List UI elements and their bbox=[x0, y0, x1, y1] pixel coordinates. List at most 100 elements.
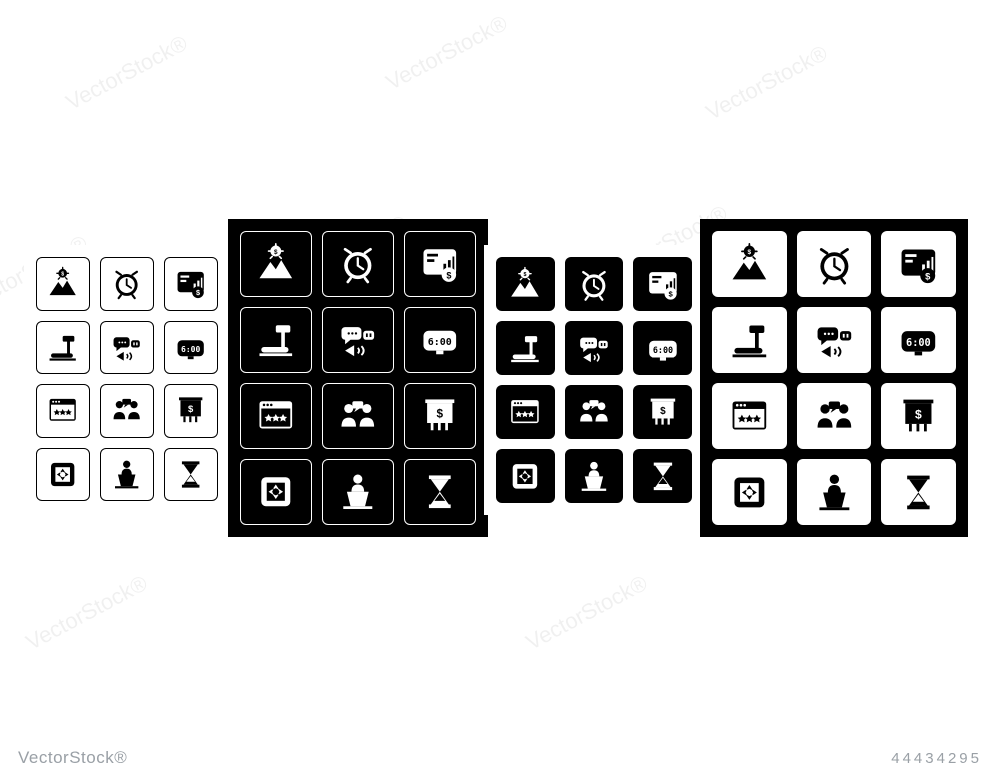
hourglass-icon bbox=[643, 458, 683, 495]
projector-dollar-icon bbox=[893, 394, 944, 439]
tile-projector-dollar-icon bbox=[164, 384, 218, 438]
icon-sheet: VectorStock® VectorStock® VectorStock® V… bbox=[0, 0, 1000, 697]
hourglass-icon bbox=[173, 457, 208, 492]
speaker-podium-icon bbox=[574, 458, 614, 495]
tile-conversation-signal-icon bbox=[797, 307, 872, 373]
projector-dollar-icon bbox=[643, 394, 683, 431]
tile-treadmill-icon bbox=[36, 321, 90, 375]
alarm-clock-icon bbox=[109, 266, 144, 301]
tile-alarm-clock-icon bbox=[100, 257, 154, 311]
mountain-dollar-icon bbox=[45, 266, 80, 301]
treadmill-icon bbox=[45, 330, 80, 365]
tile-browser-stars-icon bbox=[712, 383, 787, 449]
tile-hourglass-icon bbox=[633, 449, 692, 503]
speaker-podium-icon bbox=[809, 470, 860, 515]
people-chat-icon bbox=[334, 394, 382, 438]
tile-alarm-clock-icon bbox=[797, 231, 872, 297]
conversation-signal-icon bbox=[334, 318, 382, 362]
tile-conversation-signal-icon bbox=[322, 307, 394, 373]
tile-mountain-dollar-icon bbox=[712, 231, 787, 297]
tile-digital-clock-icon bbox=[881, 307, 956, 373]
conversation-signal-icon bbox=[109, 330, 144, 365]
tile-no-distractions-icon bbox=[712, 459, 787, 525]
conversation-signal-icon bbox=[809, 318, 860, 363]
hourglass-icon bbox=[416, 470, 464, 514]
speaker-podium-icon bbox=[109, 457, 144, 492]
tile-projector-dollar-icon bbox=[633, 385, 692, 439]
digital-clock-icon bbox=[416, 318, 464, 362]
tile-alarm-clock-icon bbox=[322, 231, 394, 297]
tile-treadmill-icon bbox=[712, 307, 787, 373]
dashboard-dollar-icon bbox=[416, 242, 464, 286]
people-chat-icon bbox=[109, 393, 144, 428]
tile-mountain-dollar-icon bbox=[496, 257, 555, 311]
projector-dollar-icon bbox=[416, 394, 464, 438]
hourglass-icon bbox=[893, 470, 944, 515]
panel-dark-outline bbox=[228, 219, 488, 537]
tile-browser-stars-icon bbox=[240, 383, 312, 449]
tile-dashboard-dollar-icon bbox=[404, 231, 476, 297]
browser-stars-icon bbox=[724, 394, 775, 439]
treadmill-icon bbox=[724, 318, 775, 363]
treadmill-icon bbox=[505, 330, 545, 367]
browser-stars-icon bbox=[45, 393, 80, 428]
tile-people-chat-icon bbox=[797, 383, 872, 449]
tile-dashboard-dollar-icon bbox=[164, 257, 218, 311]
mountain-dollar-icon bbox=[505, 266, 545, 303]
alarm-clock-icon bbox=[809, 242, 860, 287]
tile-people-chat-icon bbox=[322, 383, 394, 449]
tile-projector-dollar-icon bbox=[404, 383, 476, 449]
tile-projector-dollar-icon bbox=[881, 383, 956, 449]
tile-dashboard-dollar-icon bbox=[633, 257, 692, 311]
tile-browser-stars-icon bbox=[36, 384, 90, 438]
tile-dashboard-dollar-icon bbox=[881, 231, 956, 297]
speaker-podium-icon bbox=[334, 470, 382, 514]
panel-solid-dark bbox=[484, 245, 704, 515]
tile-digital-clock-icon bbox=[164, 321, 218, 375]
panels-row bbox=[24, 245, 968, 537]
digital-clock-icon bbox=[173, 330, 208, 365]
tile-speaker-podium-icon bbox=[797, 459, 872, 525]
tile-no-distractions-icon bbox=[496, 449, 555, 503]
no-distractions-icon bbox=[724, 470, 775, 515]
people-chat-icon bbox=[574, 394, 614, 431]
no-distractions-icon bbox=[45, 457, 80, 492]
tile-speaker-podium-icon bbox=[565, 449, 624, 503]
tile-hourglass-icon bbox=[164, 448, 218, 502]
mountain-dollar-icon bbox=[252, 242, 300, 286]
tile-alarm-clock-icon bbox=[565, 257, 624, 311]
conversation-signal-icon bbox=[574, 330, 614, 367]
projector-dollar-icon bbox=[173, 393, 208, 428]
tile-hourglass-icon bbox=[881, 459, 956, 525]
tile-conversation-signal-icon bbox=[100, 321, 154, 375]
tile-no-distractions-icon bbox=[240, 459, 312, 525]
tile-hourglass-icon bbox=[404, 459, 476, 525]
alarm-clock-icon bbox=[574, 266, 614, 303]
digital-clock-icon bbox=[643, 330, 683, 367]
treadmill-icon bbox=[252, 318, 300, 362]
tile-no-distractions-icon bbox=[36, 448, 90, 502]
dashboard-dollar-icon bbox=[173, 266, 208, 301]
tile-mountain-dollar-icon bbox=[240, 231, 312, 297]
watermark-brand: VectorStock® bbox=[18, 748, 127, 768]
no-distractions-icon bbox=[252, 470, 300, 514]
no-distractions-icon bbox=[505, 458, 545, 495]
tile-browser-stars-icon bbox=[496, 385, 555, 439]
watermark-id: 44434295 bbox=[891, 750, 982, 767]
tile-speaker-podium-icon bbox=[322, 459, 394, 525]
panel-solid-light bbox=[700, 219, 968, 537]
panel-outline bbox=[24, 245, 230, 513]
watermark-footer: VectorStock® 44434295 bbox=[0, 748, 1000, 768]
dashboard-dollar-icon bbox=[643, 266, 683, 303]
tile-treadmill-icon bbox=[496, 321, 555, 375]
tile-people-chat-icon bbox=[100, 384, 154, 438]
browser-stars-icon bbox=[252, 394, 300, 438]
tile-digital-clock-icon bbox=[633, 321, 692, 375]
tile-treadmill-icon bbox=[240, 307, 312, 373]
digital-clock-icon bbox=[893, 318, 944, 363]
tile-conversation-signal-icon bbox=[565, 321, 624, 375]
mountain-dollar-icon bbox=[724, 242, 775, 287]
tile-people-chat-icon bbox=[565, 385, 624, 439]
browser-stars-icon bbox=[505, 394, 545, 431]
tile-mountain-dollar-icon bbox=[36, 257, 90, 311]
